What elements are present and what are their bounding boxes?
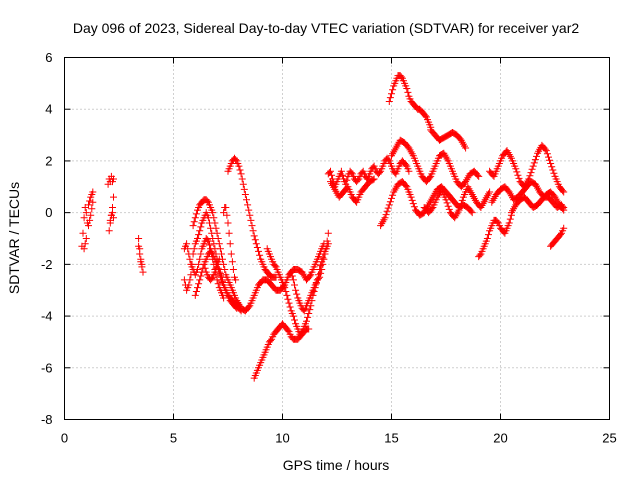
series-s31: [547, 224, 568, 250]
data-marker-path: [85, 198, 97, 230]
data-marker-path: [135, 242, 146, 271]
data-marker-path: [488, 178, 568, 211]
data-marker-path: [104, 172, 117, 188]
x-tick-label: 25: [602, 431, 616, 446]
y-tick-label: 6: [45, 50, 52, 65]
data-marker-path: [486, 141, 568, 196]
series-s26: [420, 183, 494, 222]
data-marker-path: [200, 255, 223, 284]
data-marker-path: [78, 204, 90, 250]
data-marker-path: [427, 126, 470, 152]
series-s04: [104, 172, 117, 188]
series-s13: [200, 255, 223, 284]
y-tick-label: -8: [41, 412, 53, 427]
data-marker-path: [324, 154, 413, 191]
plot-frame: [64, 57, 610, 420]
series-s07: [135, 235, 147, 276]
data-marker-path: [106, 209, 117, 224]
series-s08: [135, 242, 146, 271]
series-s11: [189, 196, 243, 310]
x-tick-label: 20: [493, 431, 507, 446]
data-marker-path: [420, 183, 494, 222]
series-s14: [220, 204, 240, 284]
series-s02: [80, 188, 97, 253]
grid: [64, 57, 610, 420]
x-tick-label: 10: [275, 431, 289, 446]
series-s27: [475, 211, 515, 261]
series-s01: [78, 204, 90, 250]
y-tick-label: -4: [41, 309, 53, 324]
y-axis-label: SDTVAR / TECUs: [6, 182, 22, 294]
series-s29: [488, 178, 568, 211]
x-axis-label: GPS time / hours: [283, 457, 390, 473]
data-marker-path: [80, 188, 97, 253]
data-marker-path: [507, 188, 568, 217]
series-s28: [486, 141, 568, 196]
data-marker-path: [189, 196, 243, 310]
series-s03: [85, 198, 97, 230]
chart-title: Day 096 of 2023, Sidereal Day-to-day VTE…: [73, 20, 579, 36]
data-marker-path: [388, 136, 483, 191]
y-tick-label: 2: [45, 153, 52, 168]
y-tick-label: 0: [45, 205, 52, 220]
series-s23: [385, 72, 435, 131]
series-s15: [224, 154, 280, 281]
series-s25: [388, 136, 483, 191]
series-s06: [106, 209, 117, 224]
data-marker-path: [385, 72, 435, 131]
data-points: [78, 72, 568, 382]
data-marker-path: [224, 154, 280, 281]
x-tick-label: 15: [384, 431, 398, 446]
x-tick-label: 5: [170, 431, 177, 446]
series-s30: [507, 188, 568, 217]
data-marker-path: [475, 211, 515, 261]
y-tick-label: -2: [41, 257, 53, 272]
y-tick-label: 4: [45, 102, 52, 117]
data-marker-path: [135, 235, 147, 276]
data-marker-path: [327, 175, 378, 206]
data-marker-path: [220, 204, 240, 284]
series-s20: [324, 154, 413, 191]
data-marker-path: [547, 224, 568, 250]
x-tick-label: 0: [61, 431, 68, 446]
series-s21: [327, 175, 378, 206]
y-tick-label: -6: [41, 360, 53, 375]
series-s24: [427, 126, 470, 152]
series-s19: [287, 229, 332, 315]
axis-ticks: 0 5 10 15 20 25 -8 -6 -4 -2 0 2 4 6: [41, 50, 617, 446]
data-marker-path: [287, 229, 332, 315]
